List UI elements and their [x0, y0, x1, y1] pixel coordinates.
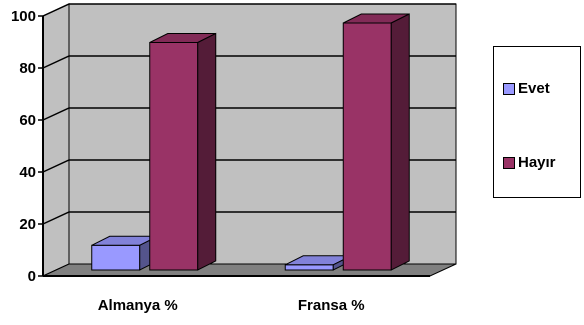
legend: Evet Hayır	[493, 46, 581, 198]
x-tick-label-1: Fransa %	[298, 297, 365, 314]
legend-label-evet: Evet	[518, 80, 550, 97]
bar-evet-1-front	[284, 264, 334, 271]
y-tick-label-40: 40	[19, 164, 36, 181]
y-tick-label-20: 20	[19, 216, 36, 233]
y-tick-label-80: 80	[19, 60, 36, 77]
bar-hayır-0-side	[197, 32, 217, 271]
y-tick-label-60: 60	[19, 112, 36, 129]
bar-evet-0-front	[91, 244, 141, 271]
gridline-100	[42, 3, 456, 17]
x-tick-label-0: Almanya %	[98, 297, 178, 314]
gridline-60	[42, 107, 456, 121]
legend-swatch-hayir	[503, 156, 515, 169]
legend-item-evet: Evet	[503, 80, 550, 97]
legend-item-hayir: Hayır	[503, 154, 556, 171]
bar-hayır-0-front	[149, 42, 199, 271]
bar-hayır-1-side	[390, 13, 410, 271]
gridline-80	[42, 55, 456, 69]
y-tick-label-0: 0	[28, 268, 36, 285]
legend-label-hayir: Hayır	[518, 154, 556, 171]
gridline-40	[42, 159, 456, 173]
side-wall	[42, 3, 70, 277]
bar-hayır-1-front	[342, 22, 392, 271]
legend-swatch-evet	[503, 82, 515, 95]
gridline-20	[42, 211, 456, 225]
y-tick-label-100: 100	[11, 8, 36, 25]
